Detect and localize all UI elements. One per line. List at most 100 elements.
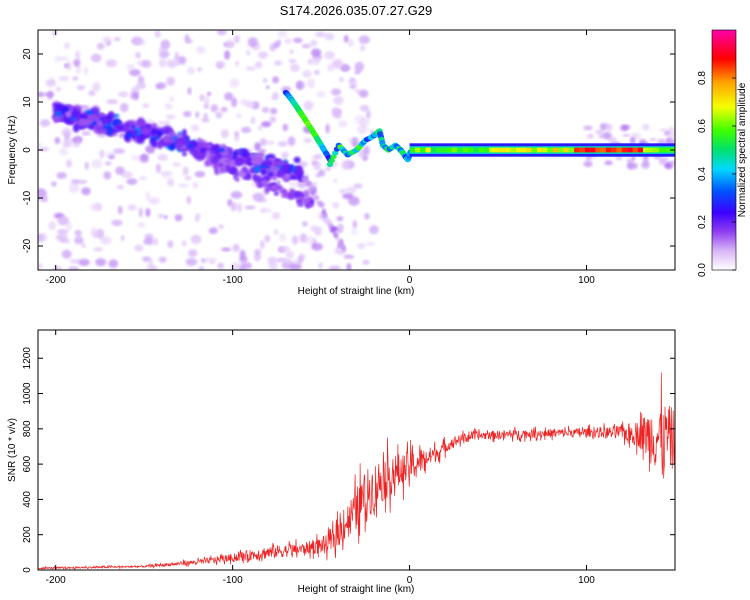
spectrogram-noise-blob <box>316 90 326 98</box>
spectrogram-noise-blob <box>104 161 112 166</box>
spectrogram-noise-blob <box>313 226 323 236</box>
spectrogram-noise-blob <box>259 138 267 147</box>
spectrogram-noise-blob <box>64 42 70 50</box>
spectrogram-noise-blob <box>232 243 240 252</box>
spectrogram-noise-blob <box>254 61 263 69</box>
spectrogram-noise-blob <box>307 78 316 89</box>
colorbar-frame <box>711 29 737 271</box>
spectrogram-noise-blob <box>145 191 151 200</box>
spectrogram-noise-blob <box>269 116 277 123</box>
spectrogram-noise-blob <box>154 30 161 38</box>
spectrogram-band-blob <box>339 240 343 247</box>
spectrogram-band-blob <box>276 185 284 191</box>
spectrogram-noise-blob <box>649 138 657 142</box>
spectrogram-band-blob <box>272 160 283 167</box>
colorbar-tick-label: 0.0 <box>697 263 708 277</box>
spectrogram-tone-segment <box>611 147 617 153</box>
spectrogram-noise-blob <box>642 158 649 166</box>
spectrogram-noise-blob <box>116 185 125 190</box>
spectrogram-band-blob <box>188 147 197 155</box>
spectrogram-band-blob <box>293 156 301 164</box>
spectrogram-noise-blob <box>148 197 161 205</box>
snr-y-tick-label: 200 <box>22 526 33 543</box>
spectrogram-noise-blob <box>276 39 282 45</box>
spectrogram-tone-segment <box>600 147 606 153</box>
colorbar-tick-label: 0.6 <box>697 119 708 133</box>
spectrogram-noise-blob <box>264 234 271 243</box>
spectrogram-noise-blob <box>309 39 318 47</box>
spectrogram-noise-blob <box>240 126 252 134</box>
spectrogram-band-blob <box>306 180 312 185</box>
spectrogram-noise-blob <box>126 178 138 185</box>
spectrogram-noise-blob <box>314 153 323 160</box>
spectrogram-noise-blob <box>289 263 302 270</box>
spectrogram-noise-blob <box>342 193 354 200</box>
spectrogram-x-tick-label: -100 <box>223 275 243 286</box>
spectrogram-band-blob <box>181 150 187 157</box>
spectrogram-band-blob <box>279 189 288 194</box>
spectrogram-noise-blob <box>117 205 123 215</box>
spectrogram-noise-blob <box>59 238 70 244</box>
spectrogram-band-blob <box>333 233 337 237</box>
spectrogram-noise-blob <box>103 171 112 180</box>
spectrogram-noise-blob <box>346 263 352 270</box>
spectrogram-noise-blob <box>75 179 88 185</box>
spectrogram-noise-blob <box>658 161 667 165</box>
spectrogram-noise-blob <box>145 208 151 217</box>
spectrogram-band-blob <box>205 150 211 157</box>
spectrogram-noise-blob <box>76 85 86 91</box>
spectrogram-noise-blob <box>38 234 44 242</box>
spectrogram-noise-blob <box>68 266 79 270</box>
spectrogram-noise-blob <box>595 129 605 135</box>
spectrogram-noise-blob <box>332 178 338 183</box>
spectrogram-noise-blob <box>137 39 146 45</box>
spectrogram-noise-blob <box>130 92 138 100</box>
spectrogram-noise-blob <box>38 147 50 152</box>
spectrogram-noise-blob <box>254 142 261 152</box>
spectrogram-noise-blob <box>283 258 293 265</box>
spectrogram-noise-blob <box>195 46 206 55</box>
spectrogram-tone-segment <box>552 147 559 153</box>
spectrogram-noise-blob <box>333 96 344 105</box>
spectrogram-noise-blob <box>266 140 275 145</box>
spectrogram-noise-blob <box>271 211 281 220</box>
spectrogram-noise-blob <box>127 204 137 211</box>
spectrogram-noise-blob <box>257 51 269 59</box>
spectrogram-noise-blob <box>90 53 102 63</box>
spectrogram-tone-segment <box>462 147 468 153</box>
spectrogram-noise-blob <box>355 88 360 94</box>
spectrogram-noise-blob <box>318 262 323 269</box>
spectrogram-noise-blob <box>65 221 72 231</box>
spectrogram-noise-blob <box>272 76 279 84</box>
spectrogram-tone-segment <box>521 147 527 153</box>
spectrogram-noise-blob <box>626 158 634 163</box>
spectrogram-noise-blob <box>137 75 145 84</box>
spectrogram-noise-blob <box>68 183 80 193</box>
spectrogram-noise-blob <box>262 78 268 83</box>
spectrogram-noise-blob <box>57 229 69 235</box>
spectrogram-noise-blob <box>168 95 175 103</box>
spectrogram-noise-blob <box>39 119 51 127</box>
spectrogram-noise-blob <box>301 70 312 78</box>
spectrogram-noise-blob <box>626 161 635 170</box>
spectrogram-x-tick-label: 0 <box>407 275 413 286</box>
spectrogram-noise-blob <box>629 136 636 145</box>
spectrogram-noise-blob <box>260 207 265 214</box>
spectrogram-noise-blob <box>58 75 70 82</box>
spectrogram-tone-segment <box>643 147 649 153</box>
spectrogram-noise-blob <box>96 42 105 50</box>
spectrogram-noise-blob <box>218 224 224 230</box>
spectrogram-tone-segment <box>515 147 522 153</box>
spectrogram-noise-blob <box>360 44 366 52</box>
spectrogram-band-blob <box>77 118 88 127</box>
spectrogram-noise-blob <box>155 163 161 174</box>
snr-series-line <box>38 372 675 570</box>
spectrogram-noise-blob <box>290 63 300 72</box>
spectrogram-noise-blob <box>287 136 296 147</box>
snr-background <box>38 330 675 570</box>
spectrogram-noise-blob <box>84 66 88 76</box>
spectrogram-noise-blob <box>288 179 299 189</box>
spectrogram-band-blob <box>281 192 286 198</box>
spectrogram-noise-blob <box>129 69 141 77</box>
